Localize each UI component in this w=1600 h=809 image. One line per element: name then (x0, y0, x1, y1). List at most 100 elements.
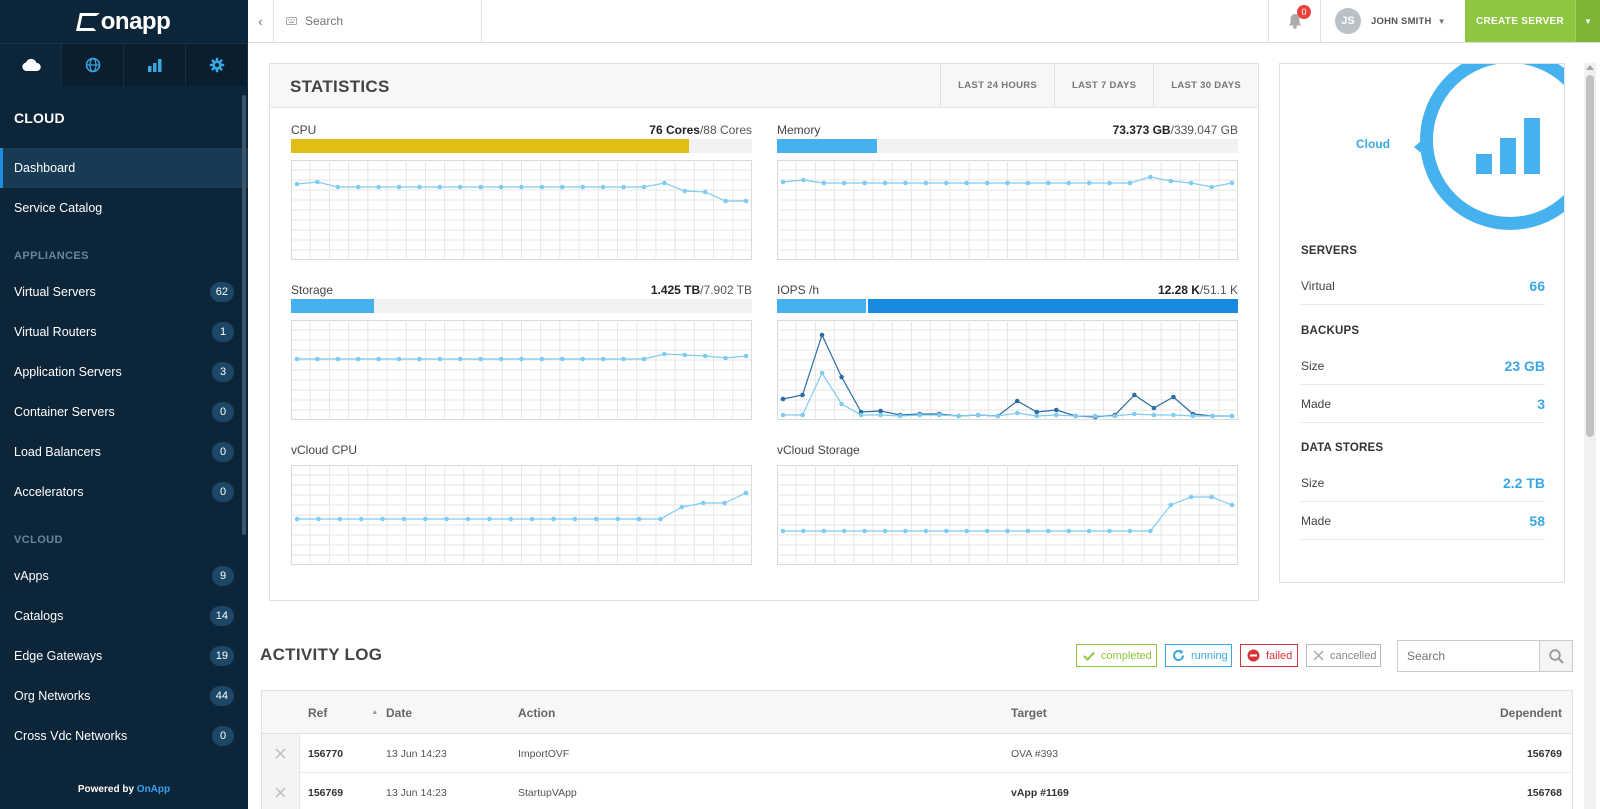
chart-value: 1.425 TB/7.902 TB (651, 283, 752, 297)
row-date: 13 Jun 14:23 (386, 747, 447, 760)
activity-search-input[interactable] (1398, 641, 1539, 671)
sidebar-item-edge-gateways[interactable]: Edge Gateways 19 (0, 636, 248, 676)
sidebar-item-virtual-routers[interactable]: Virtual Routers 1 (0, 312, 248, 352)
sidebar-item-org-networks[interactable]: Org Networks 44 (0, 676, 248, 716)
row-dependent-link[interactable]: 156768 (1526, 786, 1562, 799)
notifications-button[interactable]: 0 (1268, 0, 1320, 42)
storage-line-chart (291, 320, 752, 420)
vcloud-storage-line-chart (777, 465, 1238, 565)
table-row[interactable]: 156770 13 Jun 14:23 ImportOVF OVA #393 1… (262, 734, 1572, 773)
sidebar-item-catalogs[interactable]: Catalogs 14 (0, 596, 248, 636)
data-point (1107, 180, 1112, 186)
sidebar-item-container-servers[interactable]: Container Servers 0 (0, 392, 248, 432)
data-point (355, 356, 361, 362)
cancel-task-button[interactable] (262, 773, 300, 809)
sidebar-item-dashboard[interactable]: Dashboard (0, 148, 248, 188)
column-target[interactable]: Target (1011, 705, 1047, 720)
tab-last-7-days[interactable]: LAST 7 DAYS (1054, 64, 1153, 107)
count-badge: 62 (209, 282, 234, 302)
table-row[interactable]: 156769 13 Jun 14:23 StartupVApp vApp #11… (262, 773, 1572, 809)
tab-settings[interactable] (186, 44, 248, 86)
summary-value-link[interactable]: 66 (1529, 277, 1545, 294)
data-point (1066, 528, 1072, 534)
data-point (580, 356, 586, 362)
data-point (551, 516, 556, 522)
row-ref-link[interactable]: 156769 (308, 786, 344, 799)
row-dependent-link[interactable]: 156769 (1526, 747, 1562, 760)
user-menu[interactable]: JS JOHN SMITH ▼ (1320, 0, 1464, 42)
summary-value-link[interactable]: 2.2 TB (1502, 474, 1545, 491)
data-point (355, 184, 361, 190)
data-point (1127, 528, 1133, 534)
create-server-button[interactable]: CREATE SERVER (1465, 0, 1575, 42)
sidebar-top-nav: Dashboard Service Catalog (0, 148, 248, 228)
summary-value-link[interactable]: 58 (1529, 512, 1545, 529)
data-point (903, 180, 908, 186)
notification-count-badge: 0 (1297, 5, 1311, 19)
close-icon (275, 748, 286, 759)
data-point (572, 516, 578, 522)
data-point (376, 184, 381, 190)
tab-statistics[interactable] (124, 44, 186, 86)
sidebar-item-vapps[interactable]: vApps 9 (0, 556, 248, 596)
sidebar-item-accelerators[interactable]: Accelerators 0 (0, 472, 248, 512)
table-header: Ref ▲ Date Action Target Dependent (262, 691, 1572, 734)
filter-running[interactable]: running (1165, 644, 1232, 667)
filter-completed[interactable]: completed (1076, 644, 1157, 667)
powered-by-brand-link[interactable]: OnApp (136, 784, 171, 795)
column-dependent[interactable]: Dependent (1499, 705, 1562, 720)
row-target-link[interactable]: vApp #1169 (1011, 786, 1069, 799)
summary-value-link[interactable]: 3 (1537, 395, 1545, 412)
tab-cloud[interactable] (0, 44, 62, 86)
logo[interactable]: onapp (0, 0, 248, 43)
sidebar-item-application-servers[interactable]: Application Servers 3 (0, 352, 248, 392)
count-badge: 0 (212, 442, 234, 462)
usage-bar-remaining (867, 299, 1238, 313)
page-scrollbar[interactable] (1584, 63, 1596, 809)
data-point (1034, 409, 1040, 415)
sidebar-item-label: Org Networks (14, 689, 91, 703)
data-point (1151, 412, 1157, 418)
cancel-task-button[interactable] (262, 734, 300, 773)
count-badge: 0 (212, 726, 234, 746)
activity-search-button[interactable] (1539, 641, 1572, 671)
usage-bar (777, 299, 1238, 313)
summary-row: Size 2.2 TB (1301, 464, 1545, 502)
chart-total-value: /339.047 GB (1170, 123, 1238, 137)
data-point (457, 184, 463, 190)
data-point (335, 356, 341, 362)
sidebar-item-service-catalog[interactable]: Service Catalog (0, 188, 248, 228)
data-point (401, 516, 407, 522)
sidebar-item-label: Cross Vdc Networks (14, 729, 128, 743)
tab-globe[interactable] (62, 44, 124, 86)
top-search-input[interactable] (305, 14, 455, 28)
sidebar-item-cross-vdc-networks[interactable]: Cross Vdc Networks 0 (0, 716, 248, 756)
data-point (682, 188, 688, 194)
data-point (780, 528, 786, 534)
sidebar-item-load-balancers[interactable]: Load Balancers 0 (0, 432, 248, 472)
column-ref[interactable]: Ref ▲ (308, 691, 378, 734)
data-point (539, 356, 545, 362)
sidebar-scrollbar[interactable] (242, 95, 246, 535)
column-action[interactable]: Action (518, 705, 556, 720)
create-server-dropdown-button[interactable]: ▼ (1575, 0, 1600, 42)
data-point (801, 177, 806, 183)
data-point (700, 500, 706, 506)
tab-last-24-hours[interactable]: LAST 24 HOURS (940, 64, 1054, 107)
filter-cancelled[interactable]: cancelled (1306, 644, 1381, 667)
row-ref-link[interactable]: 156770 (308, 747, 344, 760)
data-point (780, 412, 786, 418)
data-point (1112, 413, 1118, 419)
column-date[interactable]: Date (386, 705, 413, 720)
summary-value-link[interactable]: 23 GB (1504, 357, 1545, 374)
filter-failed[interactable]: failed (1240, 644, 1298, 667)
scrollbar-thumb[interactable] (1586, 75, 1594, 437)
close-icon (1313, 650, 1324, 661)
row-action: ImportOVF (518, 747, 570, 760)
summary-key: Virtual (1301, 278, 1335, 293)
data-point (1229, 502, 1235, 508)
data-point (1171, 394, 1176, 400)
tab-last-30-days[interactable]: LAST 30 DAYS (1153, 64, 1258, 107)
sidebar-item-virtual-servers[interactable]: Virtual Servers 62 (0, 272, 248, 312)
collapse-sidebar-button[interactable]: ‹ (248, 0, 274, 42)
